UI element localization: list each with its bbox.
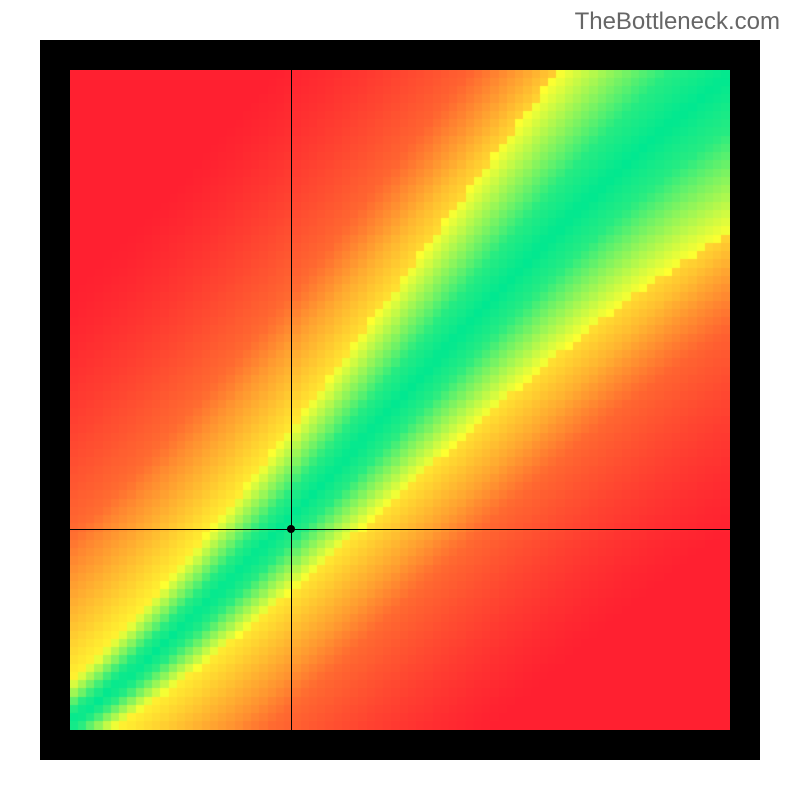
chart-frame [40, 40, 760, 760]
watermark-text: TheBottleneck.com [575, 8, 780, 36]
crosshair-vertical [291, 70, 292, 730]
bottleneck-heatmap [70, 70, 730, 730]
chart-container: TheBottleneck.com [0, 0, 800, 800]
crosshair-horizontal [70, 529, 730, 530]
selected-point-marker [287, 525, 295, 533]
